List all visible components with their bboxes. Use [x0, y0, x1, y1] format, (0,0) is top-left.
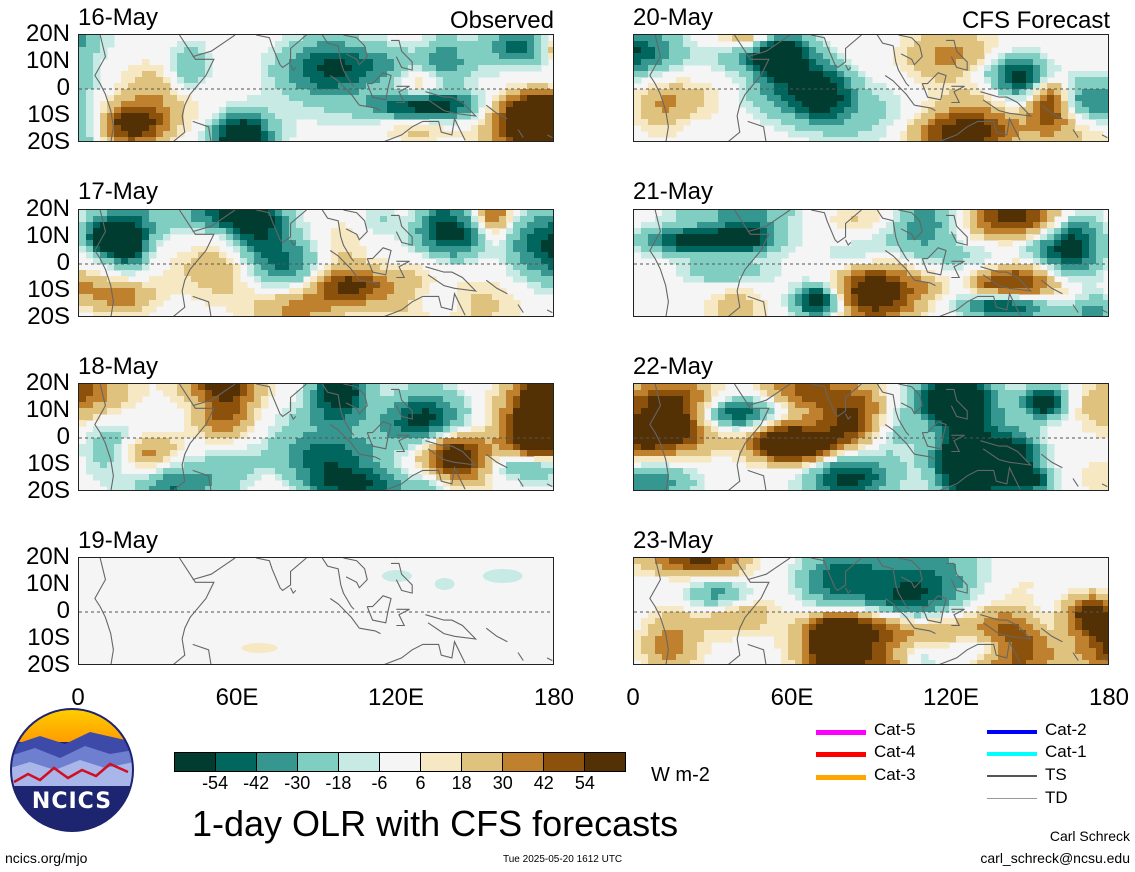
units-label: W m-2 — [651, 764, 710, 786]
map-panel-20-may — [633, 34, 1109, 142]
colorbar-tick-label: 30 — [492, 773, 513, 793]
legend-line-cat-4 — [816, 752, 866, 757]
ncics-logo: NCICS — [10, 708, 134, 832]
panel-date-22-may: 22-May — [633, 353, 714, 380]
footer-email[interactable]: carl_schreck@ncsu.edu — [980, 850, 1130, 866]
lat-label-0: 0 — [56, 249, 70, 276]
panel-date-16-may: 16-May — [78, 4, 159, 31]
lat-label-10n: 10N — [25, 222, 70, 249]
map-panel-18-may — [78, 383, 554, 491]
colorbar-swatch — [544, 753, 585, 771]
legend-line-cat-5 — [816, 730, 866, 735]
lat-label-10n: 10N — [25, 396, 70, 423]
map-panel-16-may — [78, 34, 554, 142]
observed-label: Observed — [449, 7, 554, 34]
lat-label-10n: 10N — [25, 47, 70, 74]
footer-timestamp: Tue 2025-05-20 1612 UTC — [503, 854, 623, 865]
cfs-forecast-label: CFS Forecast — [961, 7, 1110, 34]
colorbar-swatch — [380, 753, 421, 771]
panel-date-19-may: 19-May — [78, 527, 159, 554]
lat-label-10s: 10S — [27, 450, 70, 477]
lon-label-right-180: 180 — [1088, 684, 1130, 711]
lat-label-20n: 20N — [25, 195, 70, 222]
lon-label-right-60e: 60E — [770, 684, 814, 711]
lat-label-20s: 20S — [27, 651, 70, 678]
colorbar — [174, 752, 626, 772]
map-panel-17-may — [78, 209, 554, 317]
map-panel-23-may — [633, 557, 1109, 665]
colorbar-tick-label: -30 — [284, 773, 311, 793]
colorbar-tick-label: -42 — [243, 773, 270, 793]
figure-title: 1-day OLR with CFS forecasts — [192, 803, 679, 844]
lat-label-20s: 20S — [27, 477, 70, 504]
lon-label-left-0: 0 — [71, 684, 85, 711]
colorbar-swatch — [503, 753, 544, 771]
lat-label-20s: 20S — [27, 128, 70, 155]
colorbar-swatch — [462, 753, 503, 771]
panel-date-23-may: 23-May — [633, 527, 714, 554]
lon-label-left-60e: 60E — [215, 684, 259, 711]
colorbar-swatch — [339, 753, 380, 771]
footer-url[interactable]: ncics.org/mjo — [5, 850, 88, 866]
legend-label-cat-5: Cat-5 — [874, 720, 916, 739]
colorbar-tick-label: 18 — [451, 773, 472, 793]
legend-label-ts: TS — [1045, 765, 1067, 784]
panel-date-21-may: 21-May — [633, 178, 714, 205]
lat-label-0: 0 — [56, 74, 70, 101]
colorbar-swatch — [257, 753, 298, 771]
legend-label-td: TD — [1045, 788, 1068, 807]
logo-text: NCICS — [31, 789, 113, 814]
lat-label-10s: 10S — [27, 101, 70, 128]
panel-date-17-may: 17-May — [78, 178, 159, 205]
colorbar-swatch — [298, 753, 339, 771]
legend-label-cat-1: Cat-1 — [1045, 742, 1087, 761]
colorbar-tick-label: 6 — [415, 773, 426, 793]
colorbar-tick-label: 54 — [574, 773, 595, 793]
lat-label-10n: 10N — [25, 570, 70, 597]
map-panel-21-may — [633, 209, 1109, 317]
lon-label-left-180: 180 — [533, 684, 575, 711]
legend-line-cat-1 — [987, 752, 1037, 756]
legend-line-cat-2 — [987, 730, 1037, 734]
lat-label-20n: 20N — [25, 369, 70, 396]
map-panel-22-may — [633, 383, 1109, 491]
legend-line-ts — [987, 775, 1037, 777]
lat-label-0: 0 — [56, 423, 70, 450]
colorbar-swatch — [216, 753, 257, 771]
colorbar-tick-label: -18 — [325, 773, 352, 793]
footer-author: Carl Schreck — [1049, 828, 1130, 844]
lon-label-right-0: 0 — [626, 684, 640, 711]
lat-label-0: 0 — [56, 597, 70, 624]
legend-label-cat-2: Cat-2 — [1045, 720, 1087, 739]
colorbar-swatch — [421, 753, 462, 771]
map-panel-19-may — [78, 557, 554, 665]
colorbar-swatch — [175, 753, 216, 771]
legend-label-cat-3: Cat-3 — [874, 765, 916, 784]
colorbar-swatch — [585, 753, 625, 771]
lat-label-20n: 20N — [25, 543, 70, 570]
legend-label-cat-4: Cat-4 — [874, 742, 916, 761]
panel-date-20-may: 20-May — [633, 4, 714, 31]
colorbar-tick-label: -6 — [371, 773, 388, 793]
legend-line-td — [987, 798, 1037, 799]
lat-label-10s: 10S — [27, 276, 70, 303]
lat-label-20s: 20S — [27, 303, 70, 330]
lat-label-10s: 10S — [27, 624, 70, 651]
colorbar-tick-label: 42 — [533, 773, 554, 793]
panel-date-18-may: 18-May — [78, 353, 159, 380]
lat-label-20n: 20N — [25, 20, 70, 47]
lon-label-left-120e: 120E — [367, 684, 425, 711]
legend-line-cat-3 — [816, 775, 866, 780]
lon-label-right-120e: 120E — [922, 684, 980, 711]
colorbar-tick-label: -54 — [202, 773, 229, 793]
